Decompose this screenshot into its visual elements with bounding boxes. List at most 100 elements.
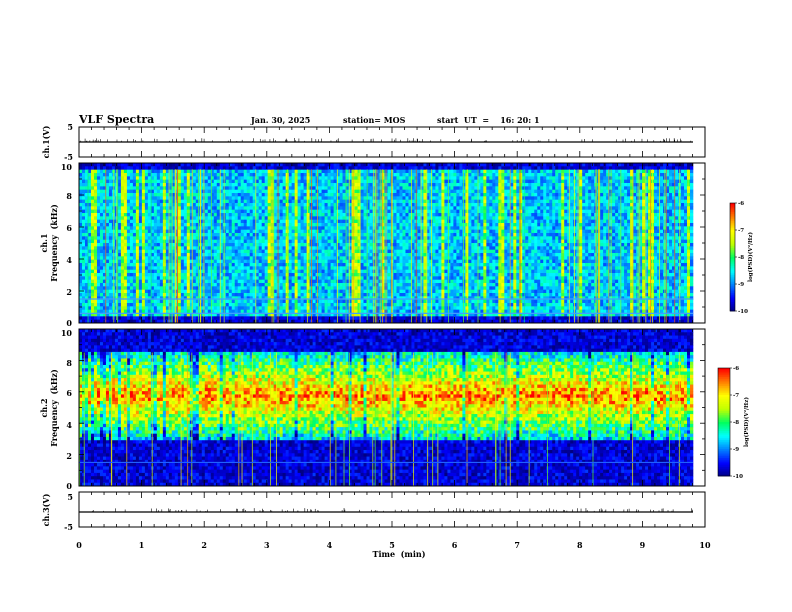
spectrogram-cell [246, 263, 251, 267]
spectrogram-cell [117, 226, 122, 230]
spectrogram-cell [348, 263, 352, 267]
spectrogram-cell [264, 183, 268, 187]
spectrogram-cell [171, 176, 176, 180]
spectrogram-cell [165, 223, 170, 227]
spectrogram-cell [357, 176, 361, 180]
spectrogram-cell [192, 186, 197, 190]
spectrogram-cell [79, 219, 83, 224]
spectrogram-cell [87, 313, 92, 317]
spectrogram-cell [339, 173, 343, 177]
spectrogram-cell [339, 249, 343, 254]
spectrogram-cell [210, 199, 215, 204]
spectrogram-cell [288, 173, 292, 177]
spectrogram-cell [195, 229, 200, 234]
spectrogram-cell [159, 256, 164, 260]
spectrogram-cell [327, 273, 331, 277]
spectrogram-cell [96, 319, 101, 324]
spectrogram-cell [306, 196, 310, 200]
spectrogram-cell [87, 283, 92, 287]
spectrogram-cell [288, 253, 292, 257]
spectrogram-cell [135, 203, 140, 207]
spectrogram-cell [126, 286, 131, 290]
spectrogram-cell [147, 183, 152, 187]
spectrogram-cell [327, 279, 331, 284]
spectrogram-cell [99, 163, 104, 167]
spectrogram-cell [336, 269, 340, 274]
spectrogram-cell [339, 283, 343, 287]
spectrogram-cell [162, 223, 167, 227]
spectrogram-cell [255, 189, 260, 194]
spectrogram-cell [234, 213, 239, 217]
spectrogram-cell [291, 316, 295, 320]
spectrogram-cell [162, 313, 167, 317]
spectrogram-cell [183, 223, 188, 227]
spectrogram-cell [99, 219, 104, 224]
spectrogram-cell [330, 163, 334, 167]
spectrogram-cell [162, 209, 167, 214]
spectrogram-cell [234, 296, 239, 300]
spectrogram-cell [249, 263, 254, 267]
spectrogram-cell [153, 213, 158, 217]
spectrogram-cell [180, 293, 185, 297]
spectrogram-cell [168, 269, 173, 274]
spectrogram-cell [342, 296, 346, 300]
spectrogram-cell [357, 186, 361, 190]
spectrogram-cell [255, 276, 260, 280]
spectrogram-cell [162, 199, 167, 204]
spectrogram-cell [201, 246, 206, 250]
spectrogram-cell [246, 173, 251, 177]
spectrogram-cell [228, 169, 233, 174]
spectrogram-cell [264, 266, 268, 270]
spectrogram-cell [153, 183, 158, 187]
spectrogram-cell [120, 176, 125, 180]
spectrogram-cell [342, 163, 346, 167]
spectrogram-cell [162, 179, 167, 184]
spectrogram-cell [159, 283, 164, 287]
spectrogram-cell [330, 216, 334, 220]
spectrogram-cell [366, 186, 370, 190]
spectrogram-cell [207, 179, 212, 184]
spectrogram-cell [237, 259, 242, 264]
spectrogram-cell [282, 276, 286, 280]
spectrogram-cell [306, 219, 310, 224]
spectrogram-cell [243, 306, 248, 310]
spectrogram-cell [120, 229, 125, 234]
spectrogram-cell [363, 189, 367, 194]
spectrogram-cell [234, 183, 239, 187]
spectrogram-cell [183, 309, 188, 314]
spectrogram-cell [162, 203, 167, 207]
spectrogram-cell [243, 309, 248, 314]
spectrogram-cell [363, 309, 367, 314]
spectrogram-cell [282, 306, 286, 310]
spectrogram-cell [123, 183, 128, 187]
spectrogram-cell [318, 269, 322, 274]
spectrogram-cell [162, 296, 167, 300]
spectrogram-cell [279, 276, 283, 280]
spectrogram-cell [273, 259, 277, 264]
spectrogram-cell [159, 213, 164, 217]
spectrogram-cell [210, 286, 215, 290]
spectrogram-cell [243, 286, 248, 290]
spectrogram-cell [231, 259, 236, 264]
spectrogram-cell [360, 313, 364, 317]
spectrogram-cell [129, 233, 134, 237]
spectrogram-cell [153, 239, 158, 244]
spectrogram-cell [204, 209, 209, 214]
spectrogram-cell [162, 193, 167, 197]
spectrogram-cell [321, 193, 325, 197]
spectrogram-cell [318, 216, 322, 220]
spectrogram-cell [354, 276, 358, 280]
spectrogram-cell [135, 166, 140, 170]
spectrogram-cell [87, 296, 92, 300]
spectrogram-cell [168, 309, 173, 314]
spectrogram-cell [105, 303, 110, 307]
spectrogram-cell [165, 196, 170, 200]
spectrogram-cell [282, 179, 286, 184]
spectrogram-cell [246, 276, 251, 280]
spectrogram-cell [261, 199, 265, 204]
spectrogram-cell [207, 196, 212, 200]
spectrogram-cell [159, 276, 164, 280]
spectrogram-cell [339, 276, 343, 280]
spectrogram-cell [237, 189, 242, 194]
spectrogram-cell [288, 289, 292, 294]
